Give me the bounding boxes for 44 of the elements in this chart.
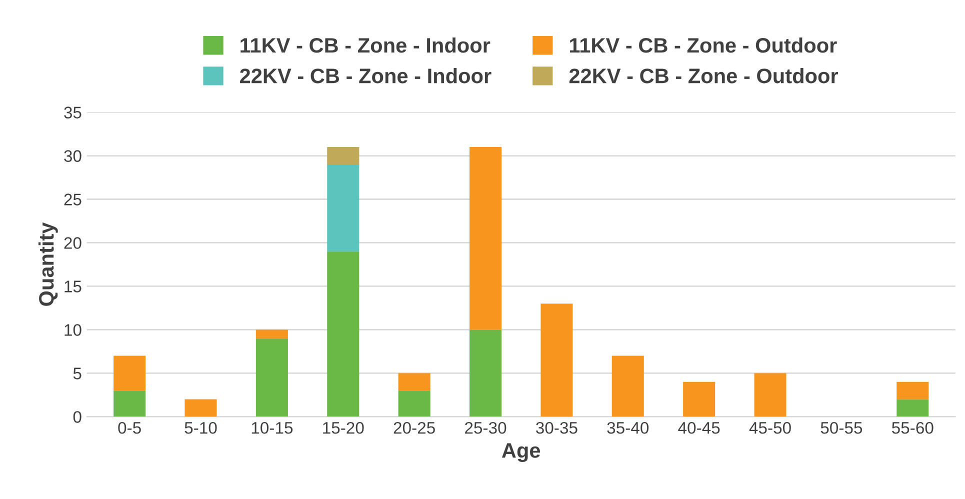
x-axis-title: Age xyxy=(502,443,540,462)
bar xyxy=(256,338,288,417)
bar xyxy=(896,382,929,400)
bar xyxy=(327,251,360,417)
x-tick-label: 15-20 xyxy=(323,422,364,434)
x-tick-label: 50-55 xyxy=(820,422,862,434)
bar xyxy=(184,399,217,417)
bar xyxy=(114,356,146,391)
y-tick-label: 25 xyxy=(64,194,82,206)
x-tick-label: 40-45 xyxy=(678,422,720,434)
y-axis-title: Quantity xyxy=(38,222,58,306)
x-tick-label: 10-15 xyxy=(252,422,293,434)
x-tick-label: 55-60 xyxy=(892,422,934,434)
x-tick-label: 45-50 xyxy=(749,422,791,434)
legend-label: 22KV - CB - Zone - Outdoor xyxy=(569,68,838,84)
y-tick-label: 5 xyxy=(73,368,82,380)
x-tick-label: 0-5 xyxy=(118,422,141,434)
x-tick-label: 30-35 xyxy=(536,422,578,434)
x-tick-label: 5-10 xyxy=(184,422,217,434)
legend-label: 11KV - CB - Zone - Indoor xyxy=(240,37,490,53)
y-tick-label: 0 xyxy=(73,411,82,423)
y-tick-label: 35 xyxy=(64,106,82,118)
bar xyxy=(398,390,430,417)
y-tick-label: 30 xyxy=(64,150,82,162)
bar xyxy=(114,390,146,417)
bar xyxy=(540,304,573,417)
y-tick-label: 10 xyxy=(64,324,82,336)
bar xyxy=(327,164,360,252)
bar xyxy=(469,330,502,417)
bar xyxy=(683,382,716,417)
legend-label: 11KV - CB - Zone - Outdoor xyxy=(570,37,837,53)
x-tick-label: 35-40 xyxy=(607,422,649,434)
bar xyxy=(327,147,360,164)
bar xyxy=(398,373,430,391)
bar xyxy=(896,399,929,417)
bar xyxy=(754,373,786,417)
x-tick-label: 25-30 xyxy=(465,422,506,434)
bar xyxy=(469,147,502,330)
bar xyxy=(256,330,288,338)
x-tick-label: 20-25 xyxy=(394,422,435,434)
y-tick-label: 15 xyxy=(64,280,82,292)
legend-label: 22KV - CB - Zone - Indoor xyxy=(240,68,492,84)
bar xyxy=(612,356,644,417)
y-tick-label: 20 xyxy=(64,237,82,249)
